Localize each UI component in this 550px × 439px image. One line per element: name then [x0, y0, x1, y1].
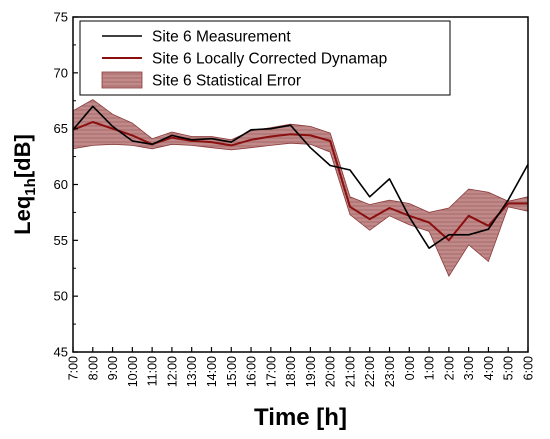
x-tick-label: 8:00: [86, 356, 100, 380]
x-tick-label: 20:00: [324, 356, 338, 387]
y-tick-label: 50: [54, 289, 68, 304]
y-tick-label: 65: [54, 121, 68, 136]
legend-label-dynamap: Site 6 Locally Corrected Dynamap: [152, 51, 387, 68]
x-tick-label: 22:00: [363, 356, 377, 387]
x-tick-label: 5:00: [502, 356, 516, 380]
y-tick-label: 60: [54, 177, 68, 192]
x-tick-label: 14:00: [205, 356, 219, 387]
series-lines-layer: [72, 105, 529, 249]
y-tick-label: 70: [54, 65, 68, 80]
x-tick-label: 19:00: [304, 356, 318, 387]
x-tick-label: 7:00: [67, 356, 81, 380]
legend-label-statistical-error: Site 6 Statistical Error: [152, 73, 301, 90]
x-axis: 7:00 8:00 9:00 10:00 11:00 12:00 13:00 14:00 15:…: [67, 347, 536, 387]
x-tick-label: 11:00: [146, 356, 160, 386]
x-tick-label: 4:00: [482, 356, 496, 380]
x-tick-label: 15:00: [225, 356, 239, 387]
x-tick-label: 17:00: [264, 356, 278, 387]
legend-swatch-fill: [101, 71, 143, 89]
error-band-area: [72, 99, 529, 277]
x-tick-label: 3:00: [462, 356, 476, 380]
y-tick-label: 45: [54, 345, 68, 360]
x-axis-title: Time [h]: [254, 404, 347, 431]
x-tick-label: 13:00: [185, 356, 199, 387]
x-tick-label: 6:00: [522, 356, 536, 380]
y-axis-title: Leq1h[dB]: [10, 134, 39, 235]
y-axis-title-main: Leq: [10, 196, 35, 235]
x-tick-label: 0:00: [403, 356, 417, 380]
x-tick-label: 16:00: [245, 356, 259, 387]
legend-swatch-statistical-error: [101, 71, 143, 89]
y-axis-title-unit: [dB]: [10, 134, 35, 178]
y-tick-label: 75: [54, 10, 68, 25]
legend: Site 6 Measurement Site 6 Locally Correc…: [79, 20, 451, 96]
x-tick-label: 10:00: [126, 356, 140, 387]
x-tick-label: 18:00: [284, 356, 298, 387]
error-band-layer: [72, 99, 529, 277]
x-tick-label: 1:00: [423, 356, 437, 380]
y-tick-label: 55: [54, 233, 68, 248]
x-tick-label: 12:00: [165, 356, 179, 387]
measurement-line: [72, 105, 529, 249]
legend-label-measurement: Site 6 Measurement: [152, 29, 291, 46]
x-tick-label: 23:00: [383, 356, 397, 387]
x-tick-label: 2:00: [442, 356, 456, 380]
y-axis: 45 50 55 60 65 70 75: [54, 10, 78, 360]
x-tick-label: 21:00: [343, 356, 357, 387]
x-tick-label: 9:00: [106, 356, 120, 380]
dynamap-line: [72, 121, 528, 242]
y-axis-title-subscript: 1h: [22, 178, 39, 196]
